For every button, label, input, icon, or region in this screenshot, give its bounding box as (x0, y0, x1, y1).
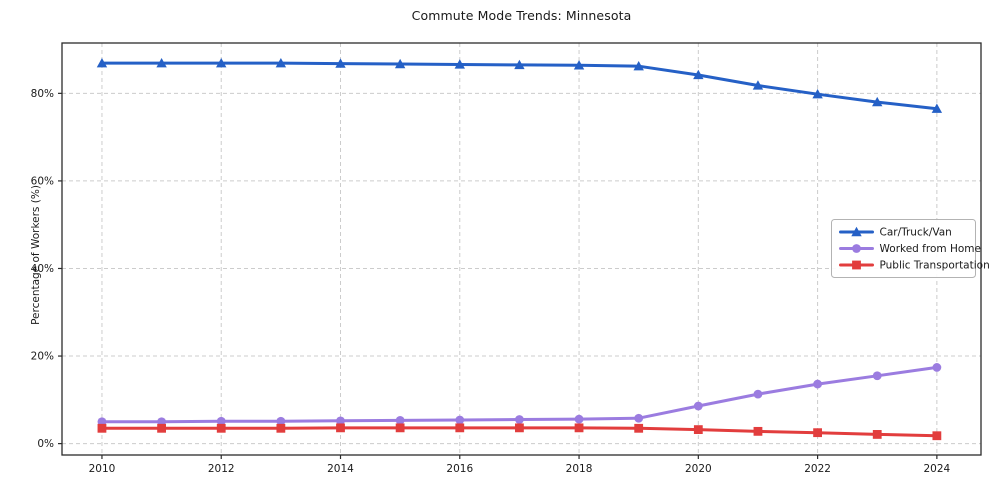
data-point-worked-from-home (753, 389, 763, 399)
series-line-car-truck-van (100, 61, 939, 111)
legend-label: Worked from Home (880, 243, 981, 255)
x-tick-label: 2022 (804, 463, 831, 475)
data-point-worked-from-home (932, 363, 942, 372)
data-point-car-truck-van (693, 69, 704, 80)
data-point-car-truck-van (812, 89, 823, 99)
data-point-worked-from-home (336, 416, 345, 426)
data-point-car-truck-van (633, 61, 644, 71)
y-tick-label: 80% (31, 88, 54, 100)
series-line-worked-from-home (100, 365, 939, 424)
y-tick-label: 0% (37, 438, 54, 450)
x-tick-label: 2016 (446, 463, 473, 475)
data-point-public-transportation (395, 423, 405, 433)
y-tick-label: 20% (31, 351, 54, 363)
chart-title: Commute Mode Trends: Minnesota (411, 8, 632, 23)
data-point-worked-from-home (574, 414, 584, 424)
data-point-public-transportation (157, 423, 166, 433)
data-point-public-transportation (813, 428, 822, 438)
data-point-worked-from-home (872, 371, 882, 381)
plot-border (61, 42, 982, 456)
data-point-car-truck-van (275, 57, 287, 68)
data-point-worked-from-home (693, 401, 703, 411)
data-point-car-truck-van (573, 60, 585, 70)
data-point-car-truck-van (514, 59, 525, 70)
y-tick-label: 40% (31, 263, 54, 275)
data-point-worked-from-home (634, 413, 644, 423)
legend-box (831, 219, 976, 278)
data-point-public-transportation (932, 431, 942, 441)
x-tick-label: 2020 (685, 463, 712, 475)
data-point-car-truck-van (394, 58, 406, 69)
data-point-public-transportation (455, 423, 465, 433)
legend-marker (852, 244, 861, 253)
data-point-public-transportation (276, 423, 286, 433)
data-point-public-transportation (634, 423, 644, 433)
data-point-public-transportation (336, 423, 345, 433)
data-point-public-transportation (97, 423, 107, 433)
x-tick-label: 2014 (327, 463, 354, 475)
legend-label: Car/Truck/Van (880, 227, 952, 239)
data-point-car-truck-van (335, 58, 346, 68)
data-point-public-transportation (515, 423, 524, 433)
data-point-car-truck-van (96, 57, 108, 68)
data-point-car-truck-van (872, 96, 883, 107)
data-point-public-transportation (693, 425, 703, 435)
data-point-public-transportation (753, 426, 763, 436)
data-point-worked-from-home (515, 415, 524, 424)
data-point-car-truck-van (454, 59, 465, 69)
data-point-worked-from-home (813, 379, 822, 389)
data-point-public-transportation (872, 430, 882, 439)
data-point-public-transportation (216, 423, 226, 433)
legend-label: Public Transportation (880, 260, 990, 272)
data-point-car-truck-van (752, 80, 764, 90)
x-tick-label: 2010 (89, 463, 116, 475)
y-tick-label: 60% (31, 175, 54, 187)
data-point-worked-from-home (395, 416, 405, 425)
data-point-worked-from-home (276, 416, 286, 426)
data-point-car-truck-van (931, 103, 943, 113)
data-point-worked-from-home (455, 415, 465, 425)
x-tick-label: 2018 (566, 463, 593, 475)
legend-marker (852, 260, 861, 270)
y-axis-label: Percentage of Workers (%) (30, 185, 42, 325)
x-tick-label: 2024 (924, 463, 951, 475)
data-point-car-truck-van (216, 57, 227, 68)
data-point-public-transportation (574, 423, 584, 433)
data-point-car-truck-van (156, 57, 167, 68)
data-point-worked-from-home (216, 416, 226, 426)
x-tick-label: 2012 (208, 463, 235, 475)
legend-marker (851, 226, 862, 237)
